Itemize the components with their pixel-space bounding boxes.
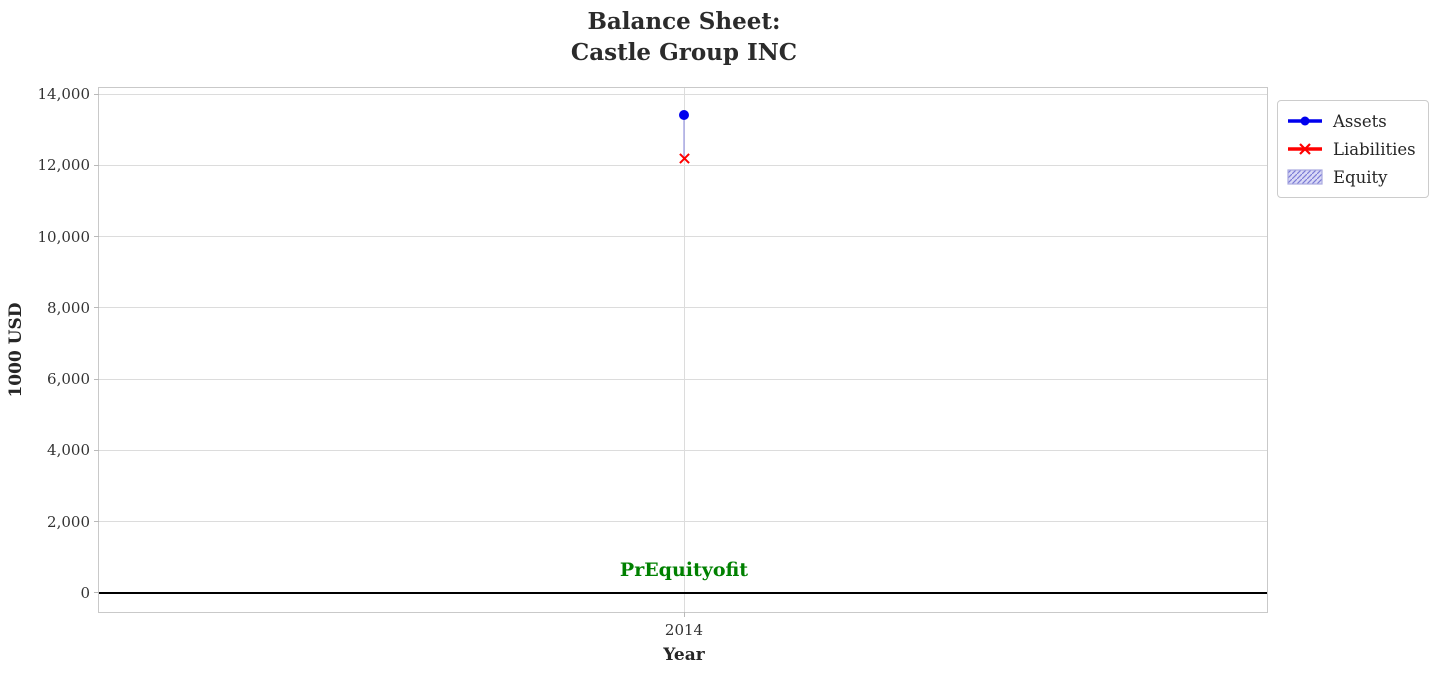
y-tick-label: 10,000 [37,227,91,246]
y-tick-label: 14,000 [37,85,91,104]
y-tick-mark [94,236,99,238]
chart-title-line1: Balance Sheet: [587,8,781,35]
y-tick-label: 2,000 [47,512,90,531]
legend-item-liabilities: Liabilities [1287,135,1416,163]
annotation-text: PrEquityofit [619,558,749,581]
legend: Assets Liabilities [1277,100,1429,198]
y-tick-mark [94,164,99,166]
y-gridline [99,378,1267,380]
equity-hatched-patch-icon [1287,169,1323,185]
legend-label-liabilities: Liabilities [1333,139,1416,159]
legend-label-assets: Assets [1333,111,1387,131]
y-tick-mark [94,307,99,309]
y-tick-mark [94,93,99,95]
y-tick-label: 6,000 [47,370,90,389]
y-gridline [99,236,1267,238]
legend-item-assets: Assets [1287,107,1416,135]
assets-data-point [679,110,689,121]
x-tick-label: 2014 [664,621,704,639]
y-gridline [99,521,1267,523]
y-tick-mark [94,378,99,380]
equity-area-edge [683,115,685,159]
y-axis-label: 1000 USD [6,302,26,398]
y-tick-mark [94,521,99,523]
y-gridline [99,164,1267,166]
y-gridline [99,93,1267,95]
liabilities-data-point [679,153,690,164]
plot-area: 0 2,000 4,000 6,000 8,000 10,000 12,000 14,000 2… [38,85,1268,639]
zero-baseline [99,591,1267,595]
liabilities-line-x-icon [1287,143,1323,155]
y-gridline [99,307,1267,309]
x-tick-mark [683,612,685,617]
legend-item-equity: Equity [1287,163,1416,191]
y-tick-mark [94,592,99,594]
x-axis-label: Year [663,645,705,665]
chart-title: Balance Sheet: Castle Group INC [99,6,1269,68]
y-tick-label: 0 [80,583,90,602]
chart-title-line2: Castle Group INC [570,39,798,66]
x-gridline [683,88,685,612]
assets-line-circle-icon [1287,115,1323,127]
y-tick-label: 12,000 [37,156,91,175]
legend-label-equity: Equity [1333,167,1388,187]
y-tick-mark [94,449,99,451]
y-gridline [99,449,1267,451]
y-tick-label: 4,000 [47,441,90,460]
y-tick-label: 8,000 [47,298,90,317]
